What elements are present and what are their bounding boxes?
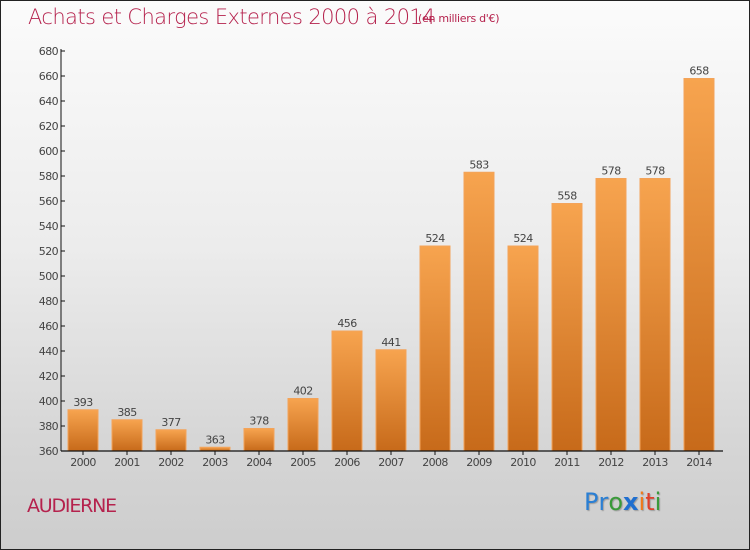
x-tick-label: 2001 xyxy=(114,456,140,469)
x-tick-label: 2005 xyxy=(290,456,316,469)
logo-letter: i xyxy=(654,488,662,516)
y-tick-label: 400 xyxy=(39,395,59,408)
bar-2008 xyxy=(419,245,451,452)
x-tick-label: 2014 xyxy=(686,456,712,469)
x-tick-label: 2009 xyxy=(466,456,492,469)
logo-letter: r xyxy=(598,488,609,516)
x-tick-label: 2010 xyxy=(510,456,536,469)
logo-letter: t xyxy=(645,488,655,516)
bar-value-label: 578 xyxy=(645,165,665,178)
bar-value-label: 377 xyxy=(161,416,181,429)
y-tick-label: 500 xyxy=(39,270,59,283)
bar-2013 xyxy=(639,178,671,452)
bar-2002 xyxy=(155,429,187,452)
y-tick-label: 360 xyxy=(39,445,59,458)
bar-2006 xyxy=(331,330,363,452)
x-tick-label: 2012 xyxy=(598,456,624,469)
y-tick-label: 520 xyxy=(39,245,59,258)
y-tick-label: 640 xyxy=(39,95,59,108)
logo-letter: i xyxy=(638,488,646,516)
y-tick-label: 420 xyxy=(39,370,59,383)
bar-value-label: 456 xyxy=(337,317,357,330)
bar-value-label: 393 xyxy=(73,396,93,409)
bar-2004 xyxy=(243,428,275,452)
bar-value-label: 578 xyxy=(601,165,621,178)
y-tick-label: 620 xyxy=(39,120,59,133)
bar-value-label: 378 xyxy=(249,415,269,428)
bar-2011 xyxy=(551,203,583,452)
bar-2014 xyxy=(683,78,715,452)
x-tick-label: 2000 xyxy=(70,456,96,469)
y-tick-label: 600 xyxy=(39,145,59,158)
bar-2001 xyxy=(111,419,143,452)
chart-title: Achats et Charges Externes 2000 à 2014 xyxy=(28,5,436,29)
y-tick-label: 680 xyxy=(39,45,59,58)
x-tick-label: 2011 xyxy=(554,456,580,469)
chart-subtitle: (en milliers d'€) xyxy=(418,12,500,25)
bar-value-label: 524 xyxy=(425,232,445,245)
bar-value-label: 583 xyxy=(469,158,489,171)
bar-2010 xyxy=(507,245,539,452)
logo-letter: P xyxy=(584,488,599,516)
logo-letter: x xyxy=(623,488,639,516)
x-tick-label: 2013 xyxy=(642,456,668,469)
x-tick-label: 2008 xyxy=(422,456,448,469)
x-axis: 2000 2001 2002 2003 2004 2005 2006 2007 2008 2009… xyxy=(61,450,723,469)
y-tick-label: 560 xyxy=(39,195,59,208)
city-name: AUDIERNE xyxy=(27,495,117,517)
y-tick-label: 540 xyxy=(39,220,59,233)
bar-chart: 360 380 400 420 440 460 480 500 520 540 560 580 600 6… xyxy=(39,45,723,469)
y-tick-label: 580 xyxy=(39,170,59,183)
bar-value-label: 385 xyxy=(117,406,137,419)
bar-2012 xyxy=(595,178,627,452)
bar-2005 xyxy=(287,398,319,452)
y-tick-label: 440 xyxy=(39,345,59,358)
x-tick-label: 2003 xyxy=(202,456,228,469)
y-tick-label: 480 xyxy=(39,295,59,308)
bars: 393 385 377 363 378 402 456 441 524 583 524 558 578 5… xyxy=(67,65,715,452)
x-tick-label: 2002 xyxy=(158,456,184,469)
x-tick-label: 2006 xyxy=(334,456,360,469)
y-tick-label: 380 xyxy=(39,420,59,433)
proxiti-logo[interactable]: Proxiti xyxy=(584,488,661,516)
bar-2009 xyxy=(463,171,495,452)
bar-value-label: 363 xyxy=(205,433,225,446)
x-tick-label: 2007 xyxy=(378,456,404,469)
logo-letter: o xyxy=(608,488,624,516)
bar-value-label: 441 xyxy=(381,336,400,349)
bar-value-label: 558 xyxy=(557,190,577,203)
bar-value-label: 658 xyxy=(689,65,709,78)
y-tick-label: 660 xyxy=(39,70,59,83)
bar-2007 xyxy=(375,349,407,452)
x-tick-label: 2004 xyxy=(246,456,272,469)
bar-2000 xyxy=(67,409,99,452)
y-axis: 360 380 400 420 440 460 480 500 520 540 560 580 600 6… xyxy=(39,45,65,458)
y-tick-label: 460 xyxy=(39,320,59,333)
bar-value-label: 524 xyxy=(513,232,533,245)
bar-value-label: 402 xyxy=(293,385,312,398)
